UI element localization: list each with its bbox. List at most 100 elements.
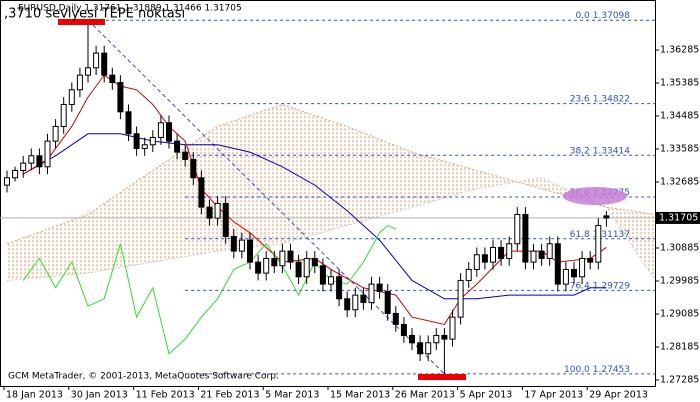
candle-body bbox=[530, 250, 537, 263]
x-tick-label: 21 Feb 2013 bbox=[200, 390, 259, 401]
indicator-line bbox=[22, 133, 607, 300]
x-tick-label: 5 Mar 2013 bbox=[265, 390, 319, 401]
y-tick-label: 1.30885 bbox=[660, 242, 699, 253]
candle-body bbox=[44, 140, 51, 168]
candle-body bbox=[101, 52, 108, 76]
candle-body bbox=[546, 243, 553, 259]
candle-body bbox=[368, 283, 375, 303]
x-tick-label: 26 Mar 2013 bbox=[395, 390, 455, 401]
candle-body bbox=[60, 103, 67, 127]
fib-label: 76.4 1.29729 bbox=[570, 281, 631, 291]
candle-body bbox=[52, 125, 59, 142]
cloud-fill bbox=[7, 104, 655, 281]
fib-label: 0.0 1.37098 bbox=[575, 11, 630, 21]
candle-body bbox=[417, 342, 424, 355]
candle-body bbox=[28, 155, 35, 164]
candle-body bbox=[352, 294, 359, 311]
candle-body bbox=[133, 133, 140, 149]
candle-body bbox=[222, 202, 229, 237]
peak-marker bbox=[58, 19, 105, 25]
fib-price-text: 1.31137 bbox=[593, 229, 630, 239]
cloud-edge bbox=[6, 177, 656, 281]
candle-body bbox=[336, 276, 343, 300]
candle-body bbox=[271, 257, 278, 267]
fib-label: 23.6 1.34822 bbox=[570, 94, 630, 104]
fib-label: 100.0 1.27453 bbox=[564, 364, 630, 374]
candle-body bbox=[595, 224, 602, 263]
candle-body bbox=[12, 169, 19, 179]
fib-level-text: 38.2 bbox=[570, 146, 590, 156]
candle-body bbox=[93, 52, 100, 69]
last-price-box bbox=[655, 211, 700, 224]
fib-level-text: 23.6 bbox=[570, 94, 590, 104]
y-tick-label: 1.32685 bbox=[660, 177, 699, 188]
candle-body bbox=[562, 268, 569, 285]
candle-body bbox=[376, 283, 383, 292]
candle-body bbox=[20, 162, 27, 171]
candle-body bbox=[490, 246, 496, 263]
highlight-ellipse bbox=[563, 187, 627, 205]
candle-body bbox=[166, 122, 172, 142]
x-tick-label: 11 Feb 2013 bbox=[136, 390, 195, 401]
x-tick-label: 17 Apr 2013 bbox=[524, 390, 583, 401]
footer: GCM MetaTrader, © 2001-2013, MetaQuotes … bbox=[8, 372, 279, 382]
fib-price-text: 1.33414 bbox=[593, 146, 630, 156]
candle-body bbox=[538, 250, 545, 259]
candle-body bbox=[409, 334, 415, 344]
x-tick-label: 5 Apr 2013 bbox=[460, 390, 513, 401]
annotation: ,3710 seviyesi TEPE noktası bbox=[4, 7, 185, 22]
candle-body bbox=[554, 243, 561, 285]
candle-body bbox=[506, 243, 513, 259]
candle-body bbox=[319, 265, 326, 285]
candle-body bbox=[68, 89, 75, 105]
candle-body bbox=[174, 140, 181, 153]
x-tick-label: 18 Jan 2013 bbox=[6, 390, 63, 401]
y-tick-label: 1.28185 bbox=[660, 341, 699, 352]
candle-body bbox=[498, 246, 505, 259]
candle-body bbox=[255, 261, 262, 274]
candle-body bbox=[303, 257, 310, 278]
candle-body bbox=[117, 81, 124, 113]
candle-body bbox=[311, 257, 318, 267]
candle-body bbox=[287, 250, 294, 263]
candle-body bbox=[36, 155, 43, 168]
fib-label: 38.2 1.33414 bbox=[570, 146, 631, 156]
candle-body bbox=[247, 239, 253, 263]
y-tick-label: 1.33585 bbox=[660, 144, 699, 155]
candle-body bbox=[384, 290, 391, 314]
candle-body bbox=[587, 257, 594, 263]
candle-body bbox=[425, 342, 432, 355]
candle-body bbox=[433, 334, 440, 344]
y-tick-label: 1.29085 bbox=[660, 308, 699, 319]
x-tick-label: 29 Apr 2013 bbox=[589, 390, 648, 401]
fib-price-text: 1.37098 bbox=[593, 11, 630, 21]
candle-body bbox=[514, 213, 521, 245]
low-marker bbox=[418, 374, 466, 380]
fib-level-text: 61.8 bbox=[570, 229, 590, 239]
candle-body bbox=[230, 235, 237, 252]
candle-body bbox=[198, 177, 205, 208]
fib-price-text: 1.27453 bbox=[593, 364, 630, 374]
candle-body bbox=[76, 74, 83, 91]
candle-body bbox=[465, 268, 472, 281]
y-tick-label: 1.36285 bbox=[660, 45, 699, 56]
candle-body bbox=[238, 239, 245, 252]
candle-body bbox=[441, 334, 448, 340]
y-tick-label: 1.27285 bbox=[660, 374, 699, 385]
candle-body bbox=[392, 312, 399, 325]
candle-body bbox=[190, 158, 197, 179]
fib-price-text: 1.29729 bbox=[593, 281, 630, 291]
candle-body bbox=[279, 250, 286, 267]
candle-body bbox=[449, 316, 456, 340]
x-tick-label: 15 Mar 2013 bbox=[330, 390, 390, 401]
candle-body bbox=[481, 254, 488, 263]
fib-level-text: 76.4 bbox=[570, 281, 590, 291]
candle-body bbox=[125, 111, 132, 135]
fib-price-text: 1.34822 bbox=[593, 94, 630, 104]
candle-body bbox=[522, 213, 529, 263]
candle-body bbox=[579, 257, 586, 278]
candle-body bbox=[360, 294, 367, 303]
candle-body bbox=[214, 202, 221, 219]
candle-body bbox=[344, 298, 351, 311]
